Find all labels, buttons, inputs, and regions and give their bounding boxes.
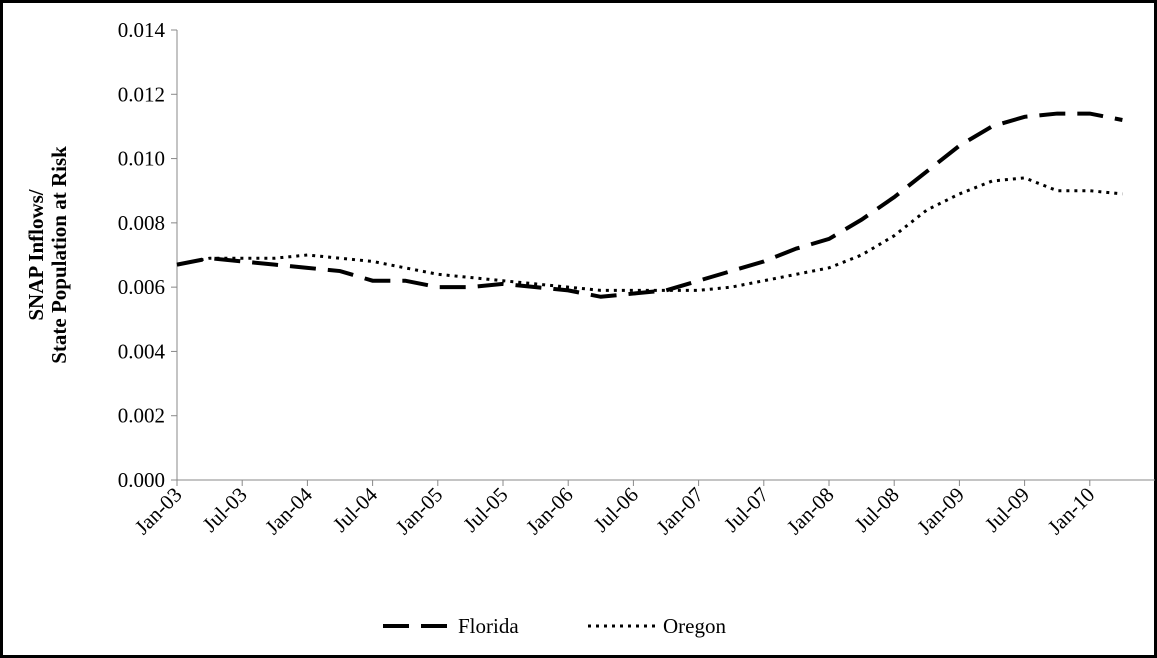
y-tick-label: 0.002 bbox=[118, 404, 165, 428]
y-tick-label: 0.012 bbox=[118, 82, 165, 106]
y-tick-label: 0.008 bbox=[118, 211, 165, 235]
y-axis-label: State Population at Risk bbox=[47, 146, 71, 364]
legend-label: Oregon bbox=[663, 614, 726, 638]
y-tick-label: 0.010 bbox=[118, 147, 165, 171]
y-tick-label: 0.004 bbox=[118, 339, 166, 363]
y-tick-label: 0.014 bbox=[118, 18, 166, 42]
y-tick-label: 0.000 bbox=[118, 468, 165, 492]
series-line bbox=[176, 111, 1123, 299]
legend-label: Florida bbox=[458, 614, 519, 638]
y-tick-label: 0.006 bbox=[118, 275, 165, 299]
y-axis-label: SNAP Inflows/ bbox=[24, 188, 48, 320]
